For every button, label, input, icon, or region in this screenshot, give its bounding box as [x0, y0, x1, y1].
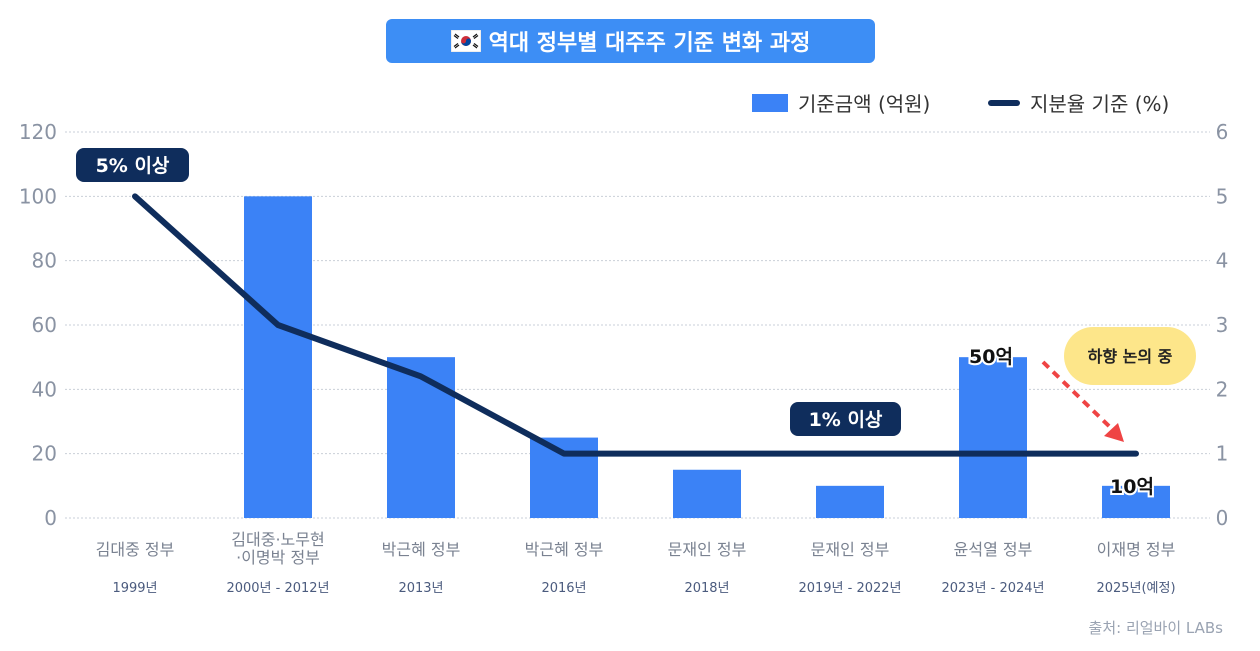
legend-bar-label: 기준금액 (억원) [798, 92, 931, 116]
x-period-label: 2019년 - 2022년 [798, 581, 901, 596]
x-category-label: 문재인 정부 [811, 540, 890, 559]
bar [387, 357, 455, 518]
legend-line-entry: 지분율 기준 (%) [988, 88, 1169, 117]
chart-title: 역대 정부별 대주주 기준 변화 과정 [488, 31, 811, 56]
y-left-tick-label: 80 [32, 249, 57, 273]
discussion-bubble [1064, 327, 1196, 385]
x-category-label: 박근혜 정부 [525, 540, 604, 559]
y-right-tick-label: 2 [1216, 377, 1229, 401]
x-category-label: 윤석열 정부 [954, 540, 1033, 559]
bar [816, 485, 884, 518]
y-left-tick-label: 60 [32, 313, 57, 337]
x-period-label: 2016년 [541, 581, 586, 596]
y-left-tick-label: 120 [19, 120, 57, 144]
y-right-tick-label: 5 [1216, 184, 1229, 208]
callout-1pct: 1% 이상 [809, 409, 883, 431]
source-note: 출처: 리얼바이 LABs [1088, 619, 1223, 637]
x-category-label: 이재명 정부 [1097, 540, 1176, 559]
y-left-tick-label: 40 [32, 377, 57, 401]
bar [673, 469, 741, 518]
korea-flag-icon [450, 30, 481, 52]
y-left-tick-label: 0 [44, 506, 57, 530]
x-category-label: 김대중·노무현 ·이명박 정부 [231, 530, 324, 567]
bar [1102, 485, 1170, 518]
y-right-tick-label: 6 [1216, 120, 1229, 144]
trend-arrow-line [1041, 360, 1114, 431]
legend-line-label: 지분율 기준 (%) [1030, 92, 1170, 116]
callout-5pct: 5% 이상 [96, 155, 170, 177]
value-label-10: 10억 [1110, 476, 1154, 498]
callout-5pct-box [76, 148, 189, 182]
trend-arrowhead-icon [1104, 423, 1124, 442]
value-label-50: 50억 [969, 346, 1013, 368]
x-period-label: 2018년 [684, 581, 729, 596]
legend-bar-swatch [752, 93, 788, 112]
x-period-label: 2000년 - 2012년 [226, 581, 329, 596]
y-left-tick-label: 100 [19, 184, 57, 208]
x-category-label: 문재인 정부 [668, 540, 747, 559]
bar [530, 437, 598, 518]
bar [959, 357, 1027, 518]
x-category-label: 김대중 정부 [96, 540, 175, 559]
legend-bar-entry: 기준금액 (억원) [752, 88, 930, 117]
y-right-tick-label: 0 [1216, 506, 1229, 530]
chart-title-box: 역대 정부별 대주주 기준 변화 과정 [386, 19, 875, 63]
discussion-label: 하향 논의 중 [1088, 347, 1173, 366]
callout-1pct-box [790, 402, 901, 436]
legend-line-swatch [988, 99, 1020, 106]
x-period-label: 2013년 [398, 581, 443, 596]
y-right-tick-label: 4 [1216, 249, 1229, 273]
line-series [132, 193, 1139, 457]
y-right-tick-label: 1 [1216, 442, 1229, 466]
bar [244, 196, 312, 519]
x-period-label: 2025년(예정) [1096, 581, 1175, 596]
y-right-tick-label: 3 [1216, 313, 1229, 337]
x-period-label: 1999년 [112, 581, 157, 596]
x-period-label: 2023년 - 2024년 [941, 581, 1044, 596]
x-category-label: 박근혜 정부 [382, 540, 461, 559]
y-left-tick-label: 20 [32, 442, 57, 466]
